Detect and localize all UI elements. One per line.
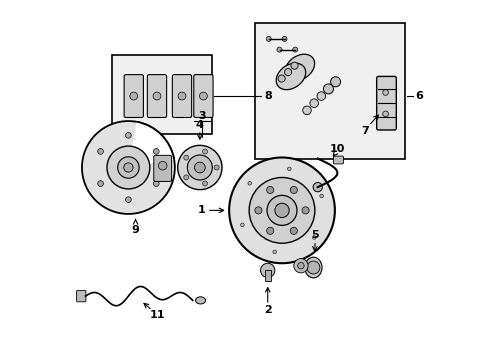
Circle shape (330, 77, 340, 87)
Circle shape (287, 167, 290, 171)
Circle shape (266, 36, 271, 41)
Circle shape (282, 36, 286, 41)
Circle shape (290, 227, 297, 234)
Text: 3: 3 (198, 111, 205, 121)
Circle shape (323, 84, 333, 94)
Circle shape (125, 132, 131, 138)
Circle shape (382, 111, 387, 117)
Circle shape (240, 223, 244, 226)
Circle shape (302, 207, 308, 214)
Text: 4: 4 (196, 120, 203, 130)
Circle shape (202, 149, 207, 154)
Circle shape (292, 47, 297, 52)
FancyBboxPatch shape (333, 156, 343, 164)
Circle shape (319, 194, 323, 198)
Circle shape (309, 99, 318, 108)
Circle shape (312, 236, 315, 239)
Text: 1: 1 (197, 205, 205, 215)
Ellipse shape (304, 257, 322, 278)
Circle shape (316, 92, 325, 100)
Ellipse shape (195, 297, 205, 304)
Circle shape (290, 186, 297, 194)
Circle shape (130, 92, 138, 100)
Text: 8: 8 (264, 91, 271, 101)
Bar (255, 23, 405, 158)
Circle shape (276, 47, 282, 52)
Circle shape (123, 163, 133, 172)
Circle shape (247, 181, 251, 185)
Text: 5: 5 (311, 230, 318, 240)
Circle shape (297, 262, 304, 269)
Text: 11: 11 (149, 310, 164, 320)
Circle shape (125, 197, 131, 203)
Circle shape (194, 162, 205, 173)
Circle shape (107, 146, 149, 189)
Circle shape (82, 121, 175, 214)
Circle shape (306, 261, 319, 274)
Circle shape (229, 157, 334, 263)
Circle shape (187, 155, 212, 180)
Circle shape (266, 227, 273, 234)
Text: 9: 9 (131, 225, 139, 235)
Circle shape (153, 149, 159, 154)
Circle shape (312, 183, 322, 192)
Text: 7: 7 (361, 126, 368, 136)
FancyBboxPatch shape (193, 75, 213, 117)
Circle shape (266, 186, 273, 194)
Circle shape (98, 181, 103, 186)
Circle shape (153, 92, 161, 100)
Circle shape (274, 203, 288, 217)
Circle shape (153, 181, 159, 186)
Circle shape (202, 181, 207, 186)
FancyBboxPatch shape (147, 75, 166, 117)
FancyBboxPatch shape (172, 75, 191, 117)
Circle shape (199, 92, 207, 100)
Circle shape (290, 62, 298, 69)
Circle shape (118, 157, 139, 178)
Circle shape (183, 155, 188, 160)
Text: 6: 6 (414, 91, 422, 101)
Circle shape (278, 75, 285, 82)
FancyBboxPatch shape (153, 156, 171, 181)
Ellipse shape (276, 63, 305, 90)
Circle shape (177, 145, 222, 190)
Circle shape (178, 92, 185, 100)
Circle shape (254, 207, 262, 214)
Circle shape (272, 250, 276, 254)
Circle shape (260, 263, 274, 278)
Circle shape (158, 161, 166, 170)
FancyBboxPatch shape (77, 291, 86, 302)
Circle shape (183, 175, 188, 180)
Wedge shape (128, 122, 174, 167)
Bar (112, 55, 212, 134)
Ellipse shape (285, 54, 314, 81)
Circle shape (382, 90, 387, 95)
Bar (264, 270, 270, 281)
FancyBboxPatch shape (376, 76, 395, 130)
Circle shape (293, 258, 307, 273)
Circle shape (284, 68, 291, 76)
Circle shape (98, 149, 103, 154)
FancyBboxPatch shape (124, 75, 143, 117)
Text: 10: 10 (329, 144, 345, 154)
Circle shape (214, 165, 219, 170)
Circle shape (266, 195, 296, 225)
Circle shape (302, 106, 311, 114)
Circle shape (248, 177, 314, 243)
Text: 2: 2 (264, 305, 271, 315)
